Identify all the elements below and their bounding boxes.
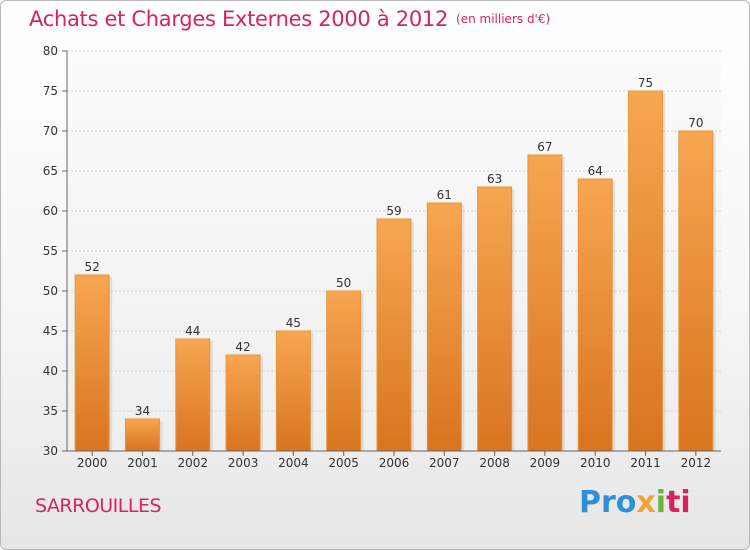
x-tick-label-2007: 2007 <box>429 456 460 470</box>
unit-label: (en milliers d'€) <box>456 12 551 26</box>
y-tick-label-50: 50 <box>43 284 58 298</box>
bar-2010[interactable] <box>577 178 613 452</box>
logo-part-3: i <box>655 485 667 520</box>
x-tick-label-2002: 2002 <box>177 456 208 470</box>
x-tick-label-2011: 2011 <box>630 456 661 470</box>
town-name: SARROUILLES <box>35 495 162 517</box>
bar-2003[interactable] <box>225 354 261 452</box>
bar-2008[interactable] <box>477 186 513 452</box>
value-label-2011: 75 <box>638 76 653 90</box>
bar-2001[interactable] <box>124 418 160 452</box>
value-label-2002: 44 <box>185 324 200 338</box>
x-tick-label-2000: 2000 <box>77 456 108 470</box>
bar-2011[interactable] <box>628 90 664 452</box>
x-tick-label-2012: 2012 <box>681 456 712 470</box>
value-label-2001: 34 <box>135 404 150 418</box>
y-tick-label-80: 80 <box>43 44 58 58</box>
value-label-2004: 45 <box>286 316 301 330</box>
value-label-2007: 61 <box>437 188 452 202</box>
x-tick-label-2003: 2003 <box>228 456 259 470</box>
value-label-2006: 59 <box>386 204 401 218</box>
bar-2009[interactable] <box>527 154 563 452</box>
proxiti-logo[interactable]: Proxiti <box>579 485 691 520</box>
y-tick-label-75: 75 <box>43 84 58 98</box>
value-label-2005: 50 <box>336 276 351 290</box>
bar-2004[interactable] <box>275 330 311 452</box>
y-tick-label-60: 60 <box>43 204 58 218</box>
value-label-2003: 42 <box>235 340 250 354</box>
x-tick-label-2001: 2001 <box>127 456 158 470</box>
logo-part-2: x <box>636 485 656 520</box>
axes: 30 35 40 45 50 55 60 65 70 75 80 2000 2001 2002 2003 20… <box>43 44 721 470</box>
x-tick-label-2010: 2010 <box>580 456 611 470</box>
bars: 52 34 44 42 45 50 59 61 63 67 64 75 70 <box>74 76 716 452</box>
bar-2005[interactable] <box>326 290 362 452</box>
y-tick-label-40: 40 <box>43 364 58 378</box>
bar-2002[interactable] <box>175 338 211 452</box>
y-tick-label-45: 45 <box>43 324 58 338</box>
value-label-2010: 64 <box>588 164 603 178</box>
logo-part-1: Pro <box>579 485 637 520</box>
y-tick-label-55: 55 <box>43 244 58 258</box>
x-tick-label-2008: 2008 <box>479 456 510 470</box>
bar-2006[interactable] <box>376 218 412 452</box>
logo-part-4: ti <box>666 485 691 520</box>
x-tick-label-2004: 2004 <box>278 456 309 470</box>
bar-2000[interactable] <box>74 274 110 452</box>
y-tick-label-70: 70 <box>43 124 58 138</box>
value-label-2012: 70 <box>688 116 703 130</box>
bar-2007[interactable] <box>426 202 462 452</box>
value-label-2009: 67 <box>537 140 552 154</box>
y-tick-label-65: 65 <box>43 164 58 178</box>
chart-title: Achats et Charges Externes 2000 à 2012 (e… <box>29 7 550 31</box>
x-tick-label-2006: 2006 <box>379 456 410 470</box>
bar-2012[interactable] <box>678 130 714 452</box>
title-text: Achats et Charges Externes 2000 à 2012 <box>29 7 449 31</box>
y-tick-label-30: 30 <box>43 444 58 458</box>
y-tick-label-35: 35 <box>43 404 58 418</box>
x-tick-label-2009: 2009 <box>530 456 561 470</box>
x-tick-label-2005: 2005 <box>328 456 359 470</box>
value-label-2008: 63 <box>487 172 502 186</box>
value-label-2000: 52 <box>85 260 100 274</box>
